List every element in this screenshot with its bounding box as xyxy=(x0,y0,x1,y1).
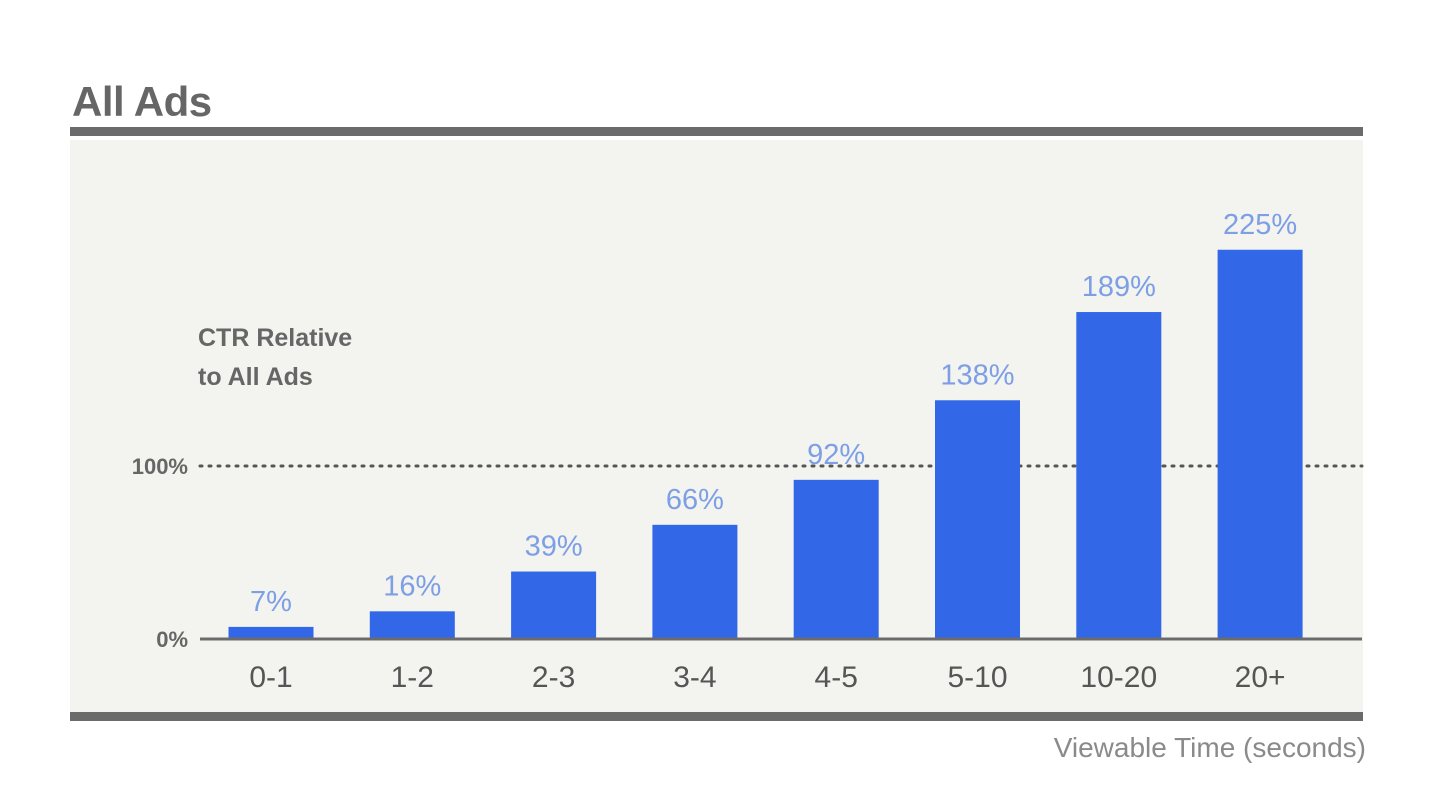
bar-5-10 xyxy=(935,400,1020,639)
x-tick-label-3-4: 3-4 xyxy=(673,661,716,694)
x-tick-label-1-2: 1-2 xyxy=(391,661,434,694)
x-tick-label-20+: 20+ xyxy=(1235,661,1286,694)
x-tick-label-10-20: 10-20 xyxy=(1080,661,1157,694)
bar-0-1 xyxy=(228,626,314,639)
top-rule xyxy=(70,127,1363,136)
data-label-20+: 225% xyxy=(1223,209,1297,241)
data-label-3-4: 66% xyxy=(666,484,724,516)
axis-group: 0-1 1-2 2-3 3-4 4-5 5-10 10-20 20+ 0% 100% xyxy=(132,454,1362,694)
bar-1-2 xyxy=(369,611,455,639)
bar-10-20 xyxy=(1076,312,1162,639)
bar-20+ xyxy=(1217,249,1303,639)
bar-4-5 xyxy=(793,479,879,639)
x-tick-label-4-5: 4-5 xyxy=(815,661,858,694)
data-label-1-2: 16% xyxy=(383,570,441,602)
data-label-4-5: 92% xyxy=(807,439,865,471)
data-label-10-20: 189% xyxy=(1082,271,1156,303)
x-tick-label-2-3: 2-3 xyxy=(532,661,575,694)
y-axis-label-line-2: to All Ads xyxy=(198,363,313,391)
data-label-0-1: 7% xyxy=(250,586,292,618)
bar-2-3 xyxy=(511,571,597,639)
y-tick-label-0: 0% xyxy=(156,627,188,652)
chart-title: All Ads xyxy=(72,78,212,125)
data-label-5-10: 138% xyxy=(940,359,1014,391)
x-tick-label-0-1: 0-1 xyxy=(249,661,292,694)
x-tick-label-5-10: 5-10 xyxy=(947,661,1007,694)
data-label-2-3: 39% xyxy=(525,531,583,563)
bottom-rule xyxy=(70,712,1363,721)
x-axis-caption: Viewable Time (seconds) xyxy=(1053,732,1366,763)
y-axis-label-line-1: CTR Relative xyxy=(198,324,352,352)
y-tick-label-100: 100% xyxy=(132,454,188,479)
bars-group: 7% 16% 39% 66% 92% 138% 189% 225% xyxy=(228,209,1303,639)
bar-3-4 xyxy=(652,524,738,639)
